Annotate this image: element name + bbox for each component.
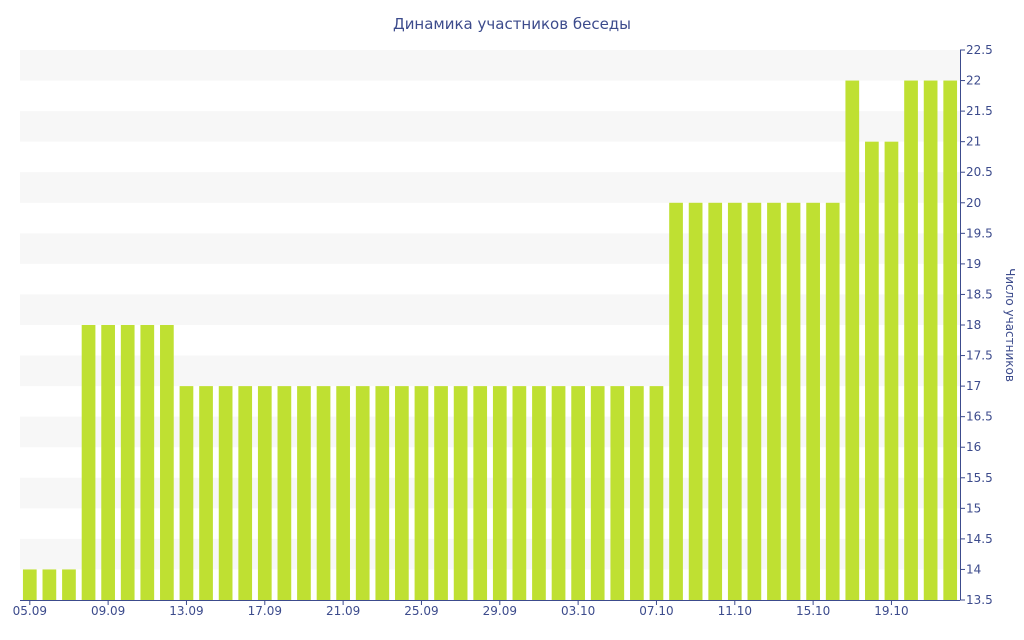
y-tick-label: 17 <box>966 379 981 393</box>
bar-15.10 <box>806 202 820 600</box>
bar-29.09 <box>492 386 507 600</box>
bar-06.10 <box>630 386 644 600</box>
bar-25.09 <box>414 386 429 600</box>
bar-05.09 <box>22 569 37 600</box>
x-tick-label: 07.10 <box>639 604 673 618</box>
y-ticks: 13.5 14 14.5 15 15.5 16 16.5 17 17.5 18 18.5 19 19.5… <box>960 43 993 607</box>
y-tick-label: 22 <box>966 74 981 88</box>
bar-16.10 <box>825 202 840 600</box>
bar-14.09 <box>199 386 213 600</box>
bar-19.10 <box>884 141 899 600</box>
grid-band <box>20 172 960 203</box>
bar-13.10 <box>767 202 781 600</box>
y-tick-label: 15 <box>966 501 981 515</box>
bar-11.09 <box>140 325 155 600</box>
y-tick-label: 17.5 <box>966 349 993 363</box>
y-tick-label: 18 <box>966 318 981 332</box>
bar-22.10 <box>943 80 958 601</box>
bar-11.10 <box>727 202 742 600</box>
y-tick-label: 19.5 <box>966 226 993 240</box>
y-tick-label: 14.5 <box>966 532 993 546</box>
bar-02.10 <box>551 386 566 600</box>
grid-band <box>20 50 960 81</box>
grid-band <box>20 477 960 509</box>
bar-09.10 <box>688 202 703 600</box>
grid-bands <box>20 50 960 570</box>
bars <box>22 80 958 601</box>
y-tick-label: 20.5 <box>966 165 993 179</box>
grid-band <box>20 233 960 264</box>
bar-07.09 <box>62 569 76 600</box>
bar-24.09 <box>395 386 409 600</box>
bar-21.10 <box>923 80 938 601</box>
bar-17.09 <box>257 386 272 600</box>
bar-16.09 <box>238 386 253 600</box>
bar-06.09 <box>42 569 57 600</box>
x-tick-label: 17.09 <box>248 604 282 618</box>
bar-03.10 <box>571 386 585 600</box>
bar-17.10 <box>845 80 860 601</box>
bar-26.09 <box>434 386 448 600</box>
bar-30.09 <box>512 386 527 600</box>
bar-20.10 <box>904 80 918 601</box>
bar-05.10 <box>610 386 625 600</box>
grid-band <box>20 416 960 448</box>
bar-04.10 <box>590 386 605 600</box>
bar-14.10 <box>786 202 801 600</box>
bar-08.10 <box>669 202 683 600</box>
bar-28.09 <box>473 386 488 600</box>
bar-12.09 <box>160 325 174 600</box>
y-tick-label: 21 <box>966 135 981 149</box>
x-tick-label: 21.09 <box>326 604 360 618</box>
y-tick-label: 13.5 <box>966 593 993 607</box>
bar-23.09 <box>375 386 390 600</box>
x-tick-label: 29.09 <box>483 604 517 618</box>
y-tick-label: 19 <box>966 257 981 271</box>
bar-15.09 <box>218 386 233 600</box>
bar-08.09 <box>81 325 96 600</box>
y-axis-label: Число участников <box>1003 268 1017 382</box>
bar-21.09 <box>336 386 350 600</box>
y-tick-label: 22.5 <box>966 43 993 57</box>
x-tick-label: 15.10 <box>796 604 830 618</box>
y-tick-label: 15.5 <box>966 471 993 485</box>
bar-20.09 <box>316 386 331 600</box>
y-tick-label: 21.5 <box>966 104 993 118</box>
x-tick-label: 03.10 <box>561 604 595 618</box>
bar-19.09 <box>297 386 311 600</box>
x-tick-label: 05.09 <box>13 604 47 618</box>
bar-01.10 <box>532 386 546 600</box>
bar-10.10 <box>708 202 723 600</box>
bar-27.09 <box>453 386 468 600</box>
y-tick-label: 16 <box>966 440 981 454</box>
x-tick-label: 11.10 <box>718 604 752 618</box>
grid-band <box>20 355 960 387</box>
bar-12.10 <box>747 202 762 600</box>
x-ticks: 05.09 09.09 13.09 17.09 21.09 25.09 29.09 03.10… <box>13 600 909 618</box>
bar-18.10 <box>865 141 879 600</box>
y-tick-label: 20 <box>966 196 981 210</box>
bar-07.10 <box>649 386 664 600</box>
y-tick-label: 18.5 <box>966 287 993 301</box>
x-tick-label: 25.09 <box>404 604 438 618</box>
y-tick-label: 16.5 <box>966 410 993 424</box>
bar-22.09 <box>355 386 370 600</box>
y-tick-label: 14 <box>966 562 981 576</box>
bar-18.09 <box>277 386 292 600</box>
grid-band <box>20 294 960 325</box>
bar-09.09 <box>101 325 115 600</box>
grid-band <box>20 111 960 142</box>
bar-13.09 <box>179 386 194 600</box>
x-tick-label: 09.09 <box>91 604 125 618</box>
x-tick-label: 13.09 <box>169 604 203 618</box>
grid-band <box>20 538 960 570</box>
bar-10.09 <box>120 325 135 600</box>
chart-title: Динамика участников беседы <box>393 15 631 33</box>
x-tick-label: 19.10 <box>874 604 908 618</box>
